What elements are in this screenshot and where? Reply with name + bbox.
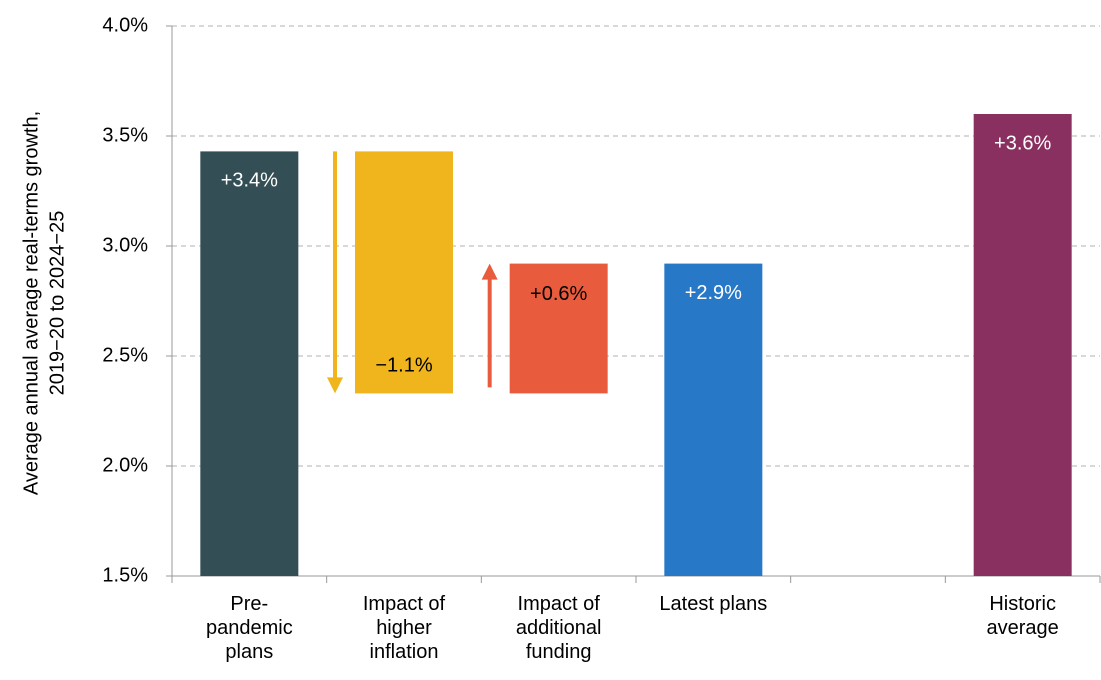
value-label: +0.6% bbox=[530, 283, 587, 305]
bar bbox=[973, 114, 1072, 576]
x-tick-label: Pre- pandemic plans bbox=[205, 593, 293, 663]
y-tick-label: 1.5% bbox=[102, 564, 148, 586]
x-tick-label: Latest plans bbox=[659, 593, 768, 615]
bar bbox=[664, 263, 763, 576]
x-tick-label: Impact of additional funding bbox=[515, 593, 602, 663]
x-tick-label: Historic average bbox=[986, 593, 1059, 639]
bar bbox=[355, 151, 453, 394]
bar bbox=[509, 263, 608, 394]
x-tick-label: Impact of higher inflation bbox=[362, 593, 446, 663]
y-axis-label: 2019−20 to 2024−25 bbox=[46, 211, 68, 396]
y-tick-label: 2.0% bbox=[102, 454, 148, 476]
value-label: +2.9% bbox=[685, 282, 742, 304]
value-label: +3.4% bbox=[221, 170, 278, 192]
arrow-head bbox=[327, 377, 343, 394]
y-axis-label: Average annual average real-terms growth… bbox=[20, 111, 42, 495]
value-label: +3.6% bbox=[994, 132, 1051, 154]
y-tick-label: 4.0% bbox=[102, 14, 148, 36]
value-label: −1.1% bbox=[375, 355, 432, 377]
y-tick-label: 3.0% bbox=[102, 234, 148, 256]
y-tick-label: 2.5% bbox=[102, 344, 148, 366]
arrow-head bbox=[481, 263, 498, 280]
y-tick-label: 3.5% bbox=[102, 124, 148, 146]
bar bbox=[200, 151, 299, 576]
